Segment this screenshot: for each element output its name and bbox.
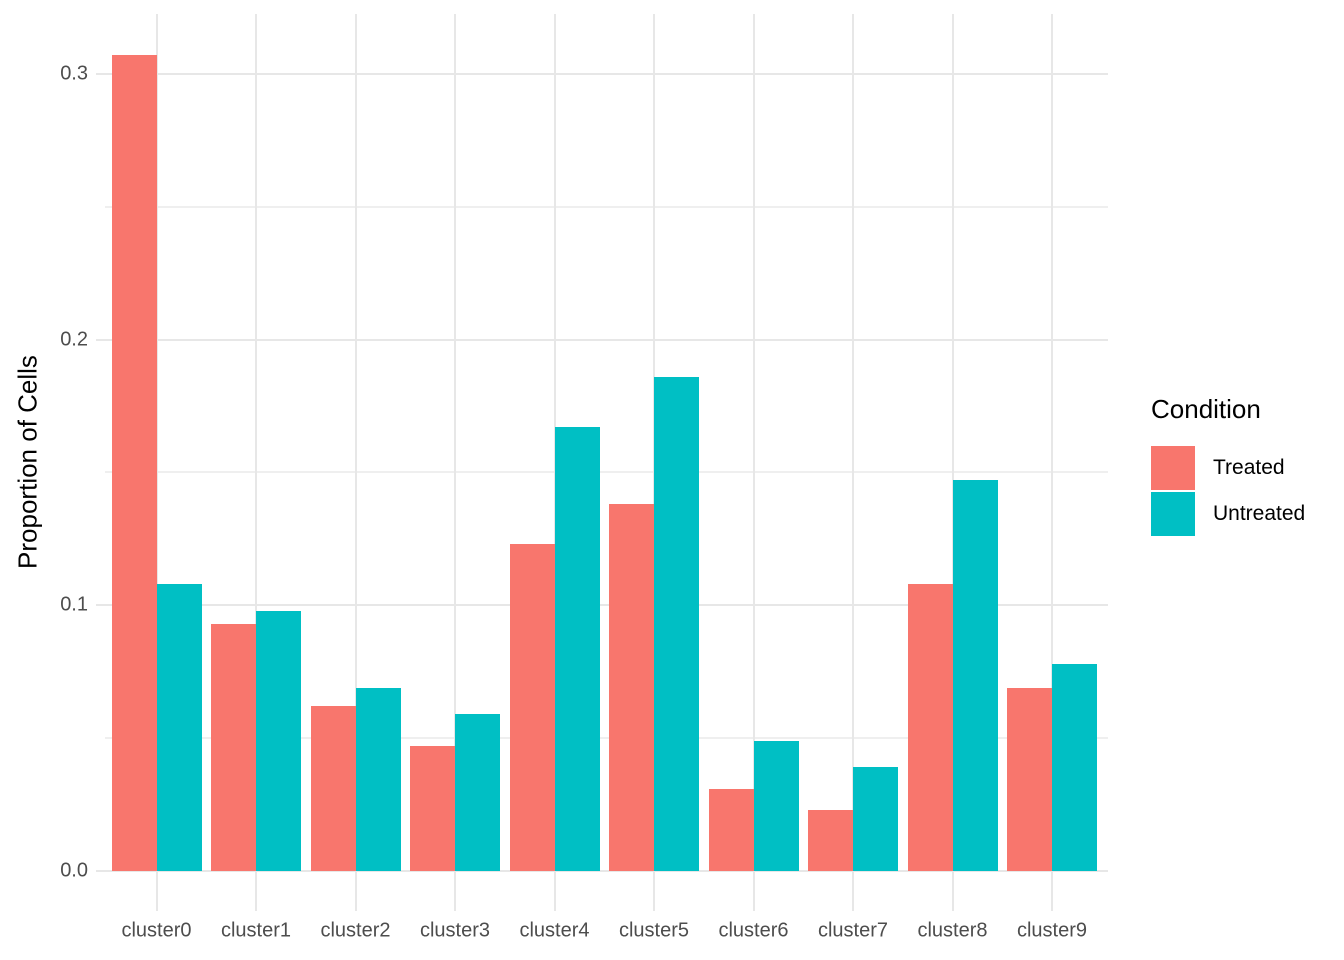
gridline-y-minor [105, 471, 1108, 474]
bar-untreated-cluster8 [952, 480, 998, 871]
y-tick-label: 0.0 [60, 859, 88, 882]
bar-treated-cluster5 [609, 504, 654, 871]
x-tick-label-cluster1: cluster1 [220, 919, 292, 942]
y-tick-mark [96, 604, 105, 607]
gridline-y-major [105, 338, 1108, 341]
gridline-y-major [105, 72, 1108, 75]
bar-treated-cluster9 [1007, 688, 1052, 871]
gridline-x [1051, 14, 1053, 911]
y-tick-mark [96, 338, 105, 341]
legend-item-treated: Treated [1151, 446, 1305, 490]
gridline-x [951, 14, 954, 911]
y-axis-title: Proportion of Cells [12, 355, 43, 569]
legend-title: Condition [1151, 394, 1261, 424]
gridline-y-major [105, 870, 1108, 872]
x-tick-label-cluster3: cluster3 [419, 919, 491, 942]
gridline-x [852, 14, 854, 911]
gridline-y-minor [105, 737, 1108, 740]
bar-untreated-cluster5 [654, 377, 699, 871]
legend-label-treated: Treated [1213, 456, 1285, 479]
gridline-x [454, 14, 456, 911]
legend-label-untreated: Untreated [1213, 502, 1306, 525]
gridline-x [255, 14, 257, 911]
bar-untreated-cluster7 [853, 767, 898, 871]
bar-treated-cluster2 [310, 706, 356, 871]
gridline-y-minor [105, 205, 1108, 208]
legend-swatch-untreated [1151, 492, 1195, 536]
legend-item-untreated: Untreated [1151, 492, 1305, 536]
bar-untreated-cluster9 [1052, 664, 1097, 871]
bar-treated-cluster0 [111, 55, 157, 871]
x-tick-label-cluster2: cluster2 [320, 919, 391, 942]
bar-untreated-cluster3 [455, 714, 500, 871]
plot-panel [105, 14, 1108, 911]
gridline-y-major [105, 604, 1108, 607]
gridline-x [155, 14, 158, 911]
gridline-x [354, 14, 357, 911]
y-tick-mark [96, 72, 105, 75]
x-tick-label-cluster4: cluster4 [519, 919, 590, 942]
bar-treated-cluster3 [410, 746, 455, 871]
x-tick-label-cluster0: cluster0 [121, 919, 192, 942]
x-tick-label-cluster9: cluster9 [1016, 919, 1088, 942]
y-tick-label: 0.1 [60, 593, 88, 616]
y-tick-label: 0.2 [60, 328, 88, 351]
x-tick-label-cluster6: cluster6 [718, 919, 789, 942]
bar-untreated-cluster2 [355, 688, 401, 871]
bar-untreated-cluster0 [156, 584, 202, 871]
x-tick-label-cluster7: cluster7 [817, 919, 889, 942]
legend-swatch-treated [1151, 446, 1195, 490]
y-tick-label: 0.3 [60, 62, 88, 85]
x-tick-label-cluster5: cluster5 [618, 919, 690, 942]
bar-treated-cluster7 [808, 810, 853, 871]
bar-treated-cluster4 [509, 544, 555, 871]
bar-treated-cluster8 [907, 584, 953, 871]
x-tick-label-cluster8: cluster8 [917, 919, 988, 942]
bar-treated-cluster6 [708, 789, 754, 871]
legend: Condition Treated Untreated [1151, 394, 1305, 538]
bar-untreated-cluster6 [753, 741, 799, 871]
bar-untreated-cluster1 [256, 611, 301, 871]
gridline-x [752, 14, 755, 911]
bar-treated-cluster1 [211, 624, 256, 871]
bar-untreated-cluster4 [554, 427, 600, 871]
y-tick-mark [96, 870, 105, 872]
